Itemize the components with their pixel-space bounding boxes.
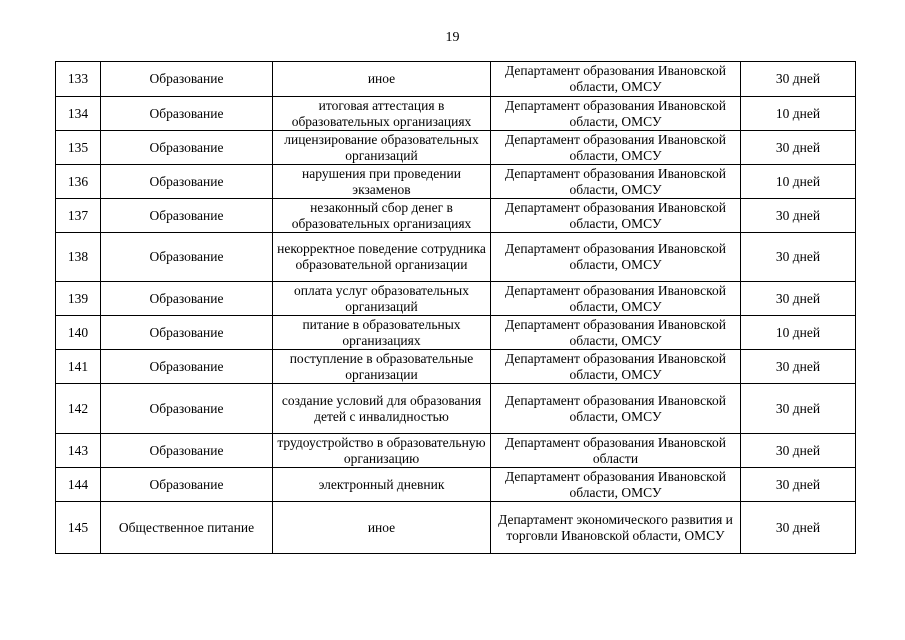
- term-cell: 10 дней: [740, 96, 856, 131]
- department-cell: Департамент образования Ивановской облас…: [490, 349, 741, 384]
- row-number: 144: [55, 467, 101, 502]
- row-number: 137: [55, 198, 101, 233]
- department-cell: Департамент образования Ивановской облас…: [490, 61, 741, 97]
- table-row: 133 Образование иное Департамент образовани…: [55, 61, 856, 97]
- topic-cell: питание в образовательных организациях: [272, 315, 491, 350]
- table-row: 137 Образование незаконный сбор денег в об…: [55, 198, 856, 233]
- area-cell: Общественное питание: [100, 501, 273, 554]
- row-number: 136: [55, 164, 101, 199]
- department-cell: Департамент образования Ивановской облас…: [490, 164, 741, 199]
- table-row: 138 Образование некорректное поведение сот…: [55, 232, 856, 282]
- row-number: 145: [55, 501, 101, 554]
- table-row: 136 Образование нарушения при проведении э…: [55, 164, 856, 199]
- term-cell: 30 дней: [740, 383, 856, 434]
- appeals-table: 133 Образование иное Департамент образовани…: [55, 61, 856, 554]
- table-row: 139 Образование оплата услуг образовательн…: [55, 281, 856, 316]
- term-cell: 30 дней: [740, 467, 856, 502]
- topic-cell: поступление в образовательные организаци…: [272, 349, 491, 384]
- area-cell: Образование: [100, 433, 273, 468]
- topic-cell: создание условий для образования детей с…: [272, 383, 491, 434]
- row-number: 142: [55, 383, 101, 434]
- table-row: 142 Образование создание условий для образ…: [55, 383, 856, 434]
- table-row: 134 Образование итоговая аттестация в обра…: [55, 96, 856, 131]
- department-cell: Департамент образования Ивановской облас…: [490, 467, 741, 502]
- row-number: 143: [55, 433, 101, 468]
- department-cell: Департамент образования Ивановской облас…: [490, 315, 741, 350]
- department-cell: Департамент образования Ивановской облас…: [490, 232, 741, 282]
- row-number: 140: [55, 315, 101, 350]
- topic-cell: электронный дневник: [272, 467, 491, 502]
- department-cell: Департамент экономического развития и то…: [490, 501, 741, 554]
- page-number: 19: [445, 30, 460, 45]
- department-cell: Департамент образования Ивановской облас…: [490, 433, 741, 468]
- area-cell: Образование: [100, 130, 273, 165]
- term-cell: 30 дней: [740, 198, 856, 233]
- row-number: 141: [55, 349, 101, 384]
- topic-cell: лицензирование образовательных организац…: [272, 130, 491, 165]
- topic-cell: незаконный сбор денег в образовательных …: [272, 198, 491, 233]
- term-cell: 30 дней: [740, 433, 856, 468]
- department-cell: Департамент образования Ивановской облас…: [490, 198, 741, 233]
- department-cell: Департамент образования Ивановской облас…: [490, 383, 741, 434]
- term-cell: 30 дней: [740, 501, 856, 554]
- topic-cell: итоговая аттестация в образовательных ор…: [272, 96, 491, 131]
- row-number: 138: [55, 232, 101, 282]
- topic-cell: иное: [272, 501, 491, 554]
- term-cell: 30 дней: [740, 349, 856, 384]
- area-cell: Образование: [100, 164, 273, 199]
- term-cell: 10 дней: [740, 164, 856, 199]
- topic-cell: иное: [272, 61, 491, 97]
- term-cell: 30 дней: [740, 130, 856, 165]
- department-cell: Департамент образования Ивановской облас…: [490, 281, 741, 316]
- area-cell: Образование: [100, 198, 273, 233]
- department-cell: Департамент образования Ивановской облас…: [490, 96, 741, 131]
- area-cell: Образование: [100, 349, 273, 384]
- table-row: 135 Образование лицензирование образовател…: [55, 130, 856, 165]
- department-cell: Департамент образования Ивановской облас…: [490, 130, 741, 165]
- term-cell: 30 дней: [740, 232, 856, 282]
- topic-cell: оплата услуг образовательных организаций: [272, 281, 491, 316]
- area-cell: Образование: [100, 232, 273, 282]
- area-cell: Образование: [100, 281, 273, 316]
- row-number: 133: [55, 61, 101, 97]
- term-cell: 30 дней: [740, 281, 856, 316]
- table-row: 143 Образование трудоустройство в образова…: [55, 433, 856, 468]
- area-cell: Образование: [100, 315, 273, 350]
- topic-cell: нарушения при проведении экзаменов: [272, 164, 491, 199]
- topic-cell: трудоустройство в образовательную органи…: [272, 433, 491, 468]
- area-cell: Образование: [100, 61, 273, 97]
- area-cell: Образование: [100, 96, 273, 131]
- row-number: 135: [55, 130, 101, 165]
- table-row: 140 Образование питание в образовательных …: [55, 315, 856, 350]
- topic-cell: некорректное поведение сотрудника образо…: [272, 232, 491, 282]
- table-row: 144 Образование электронный дневник Департа…: [55, 467, 856, 502]
- row-number: 139: [55, 281, 101, 316]
- term-cell: 30 дней: [740, 61, 856, 97]
- area-cell: Образование: [100, 383, 273, 434]
- area-cell: Образование: [100, 467, 273, 502]
- term-cell: 10 дней: [740, 315, 856, 350]
- row-number: 134: [55, 96, 101, 131]
- table-row: 141 Образование поступление в образователь…: [55, 349, 856, 384]
- table-row: 145 Общественное питание иное Департамент э…: [55, 501, 856, 554]
